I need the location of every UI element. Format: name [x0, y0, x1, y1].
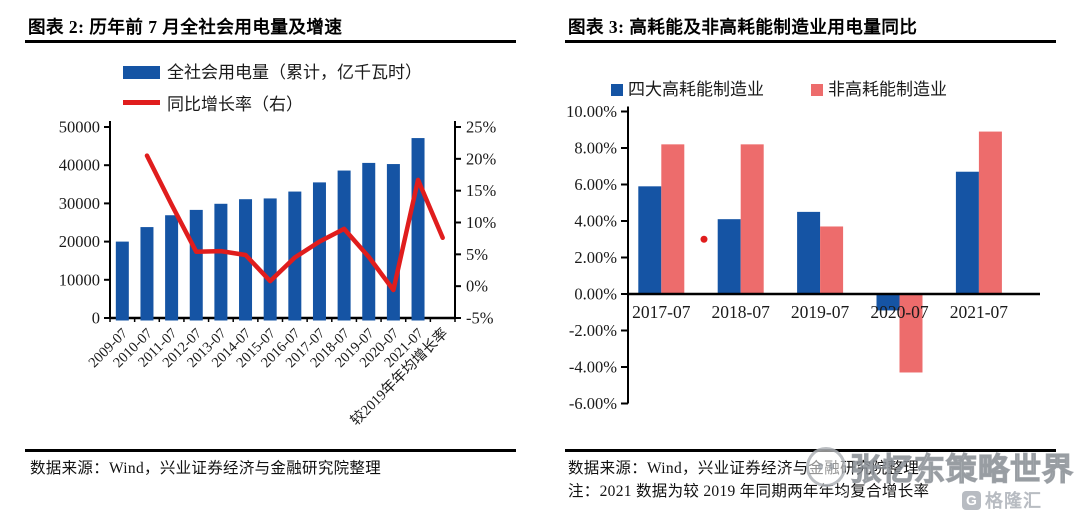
right-axis-label: 0% [466, 277, 488, 296]
legend-nonhighenergy-label: 非高耗能制造业 [828, 80, 947, 99]
legend-line-swatch [123, 100, 160, 105]
left-axis-label: 50000 [59, 118, 100, 137]
bar-total-electricity [140, 227, 154, 321]
x-axis-label: 2020-07 [870, 302, 929, 322]
bar-total-electricity [362, 162, 376, 321]
x-axis-label: 2018-07 [712, 302, 771, 322]
y-axis-label: -6.00% [569, 394, 617, 413]
bar-total-electricity [165, 215, 179, 321]
right-footer-rule [565, 449, 1056, 452]
manufacturing-yoy-chart: 四大高耗能制造业 非高耗能制造业 -6.00% -4.00% -2.00% 0.00% 2.… [566, 80, 1040, 413]
bar-total-electricity [263, 198, 277, 321]
right-axis-label: 25% [466, 118, 497, 137]
gelonghui-logo-text: 格隆汇 [985, 491, 1042, 511]
y-axis-label: -2.00% [569, 321, 617, 340]
electricity-consumption-chart: 全社会用电量（累计，亿千瓦时） 同比增长率（右） 0 10000 20000 30000 4… [59, 63, 497, 429]
x-axis-label: 2017-07 [632, 302, 691, 322]
bar-high-energy [797, 211, 821, 294]
right-axis-label: 10% [466, 213, 497, 232]
right-axis-label: -5% [466, 309, 494, 328]
y-axis-label: 10.00% [566, 102, 617, 121]
left-footer-rule [25, 449, 516, 452]
y-axis-label: -4.00% [569, 358, 617, 377]
bar-high-energy [876, 294, 900, 311]
stray-red-dot [700, 235, 708, 243]
right-axis-label: 5% [466, 245, 488, 264]
y-axis-label: 0.00% [574, 285, 617, 304]
legend-highenergy-swatch [611, 84, 623, 96]
y-axis-label: 6.00% [574, 175, 617, 194]
bar-total-electricity [411, 138, 425, 321]
gelonghui-g-icon: G [962, 490, 981, 510]
gelonghui-logo: G 格隆汇 [962, 487, 1042, 513]
bar-non-high-energy [978, 131, 1002, 294]
x-axis-label: 2021-07 [950, 302, 1009, 322]
bar-total-electricity [214, 203, 228, 321]
growth-rate-line [144, 153, 445, 293]
left-chart-title: 图表 2: 历年前 7 月全社会用电量及增速 [25, 10, 516, 43]
legend-bar-swatch [123, 66, 160, 79]
bar-total-electricity [312, 182, 326, 321]
left-axis-label: 20000 [59, 232, 100, 251]
bar-total-electricity [386, 164, 400, 321]
bar-non-high-energy [661, 144, 685, 294]
left-axis-label: 10000 [59, 270, 100, 289]
left-axis-label: 30000 [59, 194, 100, 213]
bar-high-energy [717, 219, 741, 294]
bar-non-high-energy [899, 294, 923, 373]
left-source-text: 数据来源：Wind，兴业证券经济与金融研究院整理 [30, 460, 382, 477]
right-axis-label: 20% [466, 149, 497, 168]
bar-high-energy [955, 171, 979, 294]
right-axis-label: 15% [466, 181, 497, 200]
y-axis-label: 8.00% [574, 139, 617, 158]
left-axis-label: 0 [92, 309, 100, 328]
bar-total-electricity [337, 170, 351, 321]
bar-high-energy [638, 186, 662, 294]
bar-total-electricity [189, 209, 203, 321]
legend-nonhighenergy-swatch [811, 84, 823, 96]
right-source-text: 数据来源：Wind，兴业证券经济与金融研究院整理 [568, 460, 920, 477]
bar-total-electricity [115, 241, 129, 321]
bar-non-high-energy [740, 144, 764, 294]
x-axis-label: 2019-07 [791, 302, 850, 322]
bar-total-electricity [239, 199, 253, 321]
bar-non-high-energy [820, 226, 844, 294]
left-axis-label: 40000 [59, 156, 100, 175]
right-chart-title: 图表 3: 高耗能及非高耗能制造业用电量同比 [565, 10, 1056, 43]
legend-bar-label: 全社会用电量（累计，亿千瓦时） [167, 63, 422, 82]
y-axis-label: 4.00% [574, 212, 617, 231]
legend-highenergy-label: 四大高耗能制造业 [628, 80, 764, 99]
right-note-text: 注：2021 数据为较 2019 年同期两年年均复合增长率 [568, 483, 930, 500]
legend-line-label: 同比增长率（右） [167, 95, 303, 114]
y-axis-label: 2.00% [574, 248, 617, 267]
